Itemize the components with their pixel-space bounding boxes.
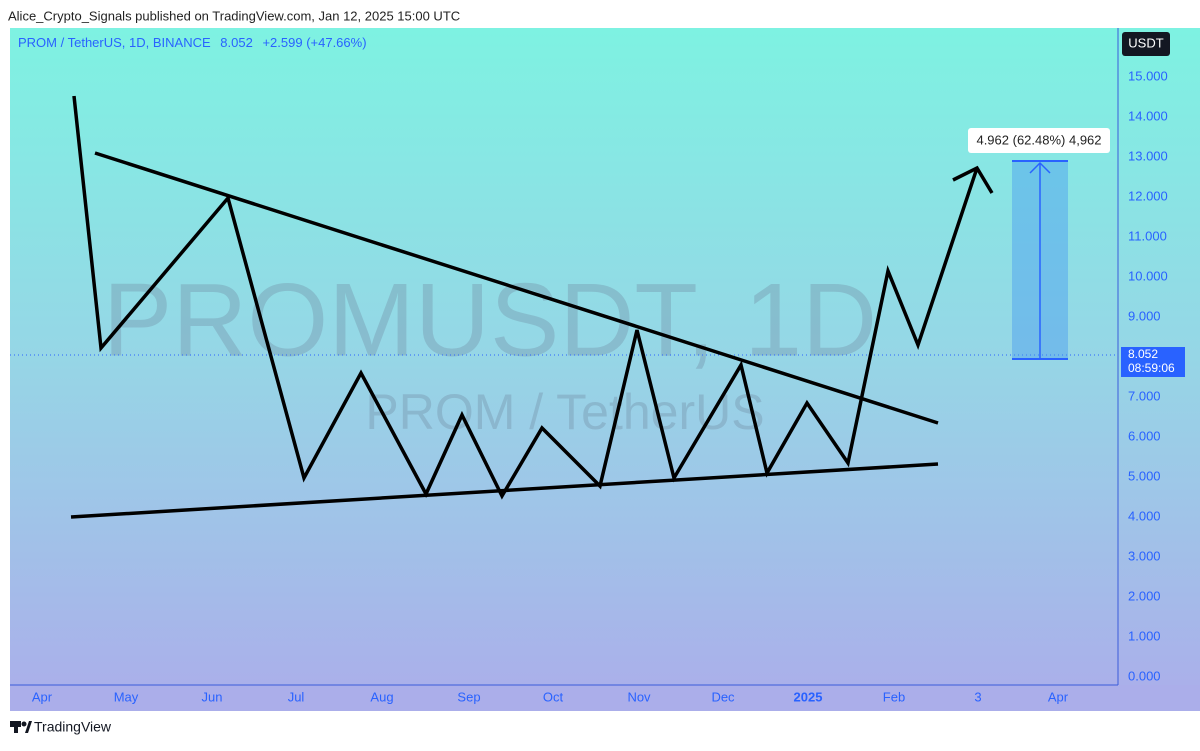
time-axis-bg: [10, 685, 1200, 711]
measure-label: 4.962 (62.48%) 4,962: [976, 132, 1101, 147]
footer-brand: TradingView: [34, 719, 112, 735]
time-tick-label: Sep: [457, 689, 480, 704]
time-tick-label: Jul: [288, 689, 305, 704]
trendline-upper: [94, 151, 939, 425]
watermark-sub: PROM / TetherUS: [365, 384, 764, 440]
publish-line: Alice_Crypto_Signals published on Tradin…: [8, 8, 460, 23]
watermark: PROMUSDT, 1D: [103, 262, 877, 378]
countdown: 08:59:06: [1128, 361, 1175, 375]
price-tick-label: 3.000: [1128, 548, 1161, 563]
time-tick-label: Dec: [711, 689, 735, 704]
legend: PROM / TetherUS, 1D, BINANCE 8.052 +2.59…: [18, 35, 367, 50]
currency-box: [1122, 32, 1170, 56]
measure-arrow-head: [1029, 161, 1051, 174]
price-tick-label: 14.000: [1128, 108, 1168, 123]
tradingview-logo: [10, 721, 32, 733]
legend-change: +2.599 (+47.66%): [262, 35, 366, 50]
price-tick-label: 11.000: [1128, 228, 1167, 243]
drawings: [70, 95, 994, 519]
time-tick-label: 3: [974, 689, 981, 704]
time-tick-label: Apr: [32, 689, 53, 704]
price-tick-label: 12.000: [1128, 188, 1168, 203]
time-tick-label: Nov: [627, 689, 651, 704]
last-price: 8.052: [1128, 347, 1158, 361]
price-tick-label: 0.000: [1128, 668, 1161, 683]
arrow-head: [952, 165, 994, 194]
time-axis: Apr May Jun Jul Aug Sep Oct Nov Dec 2025 Feb 3 Apr: [32, 689, 1069, 704]
time-tick-label: Aug: [370, 689, 393, 704]
time-tick-label: Jun: [202, 689, 223, 704]
price-tick-label: 9.000: [1128, 308, 1161, 323]
currency: USDT: [1128, 35, 1163, 50]
price-axis: 15.000 14.000 13.000 12.000 11.000 10.000 9.00…: [1128, 68, 1168, 683]
price-tick-label: 7.000: [1128, 388, 1161, 403]
price-tick-label: 5.000: [1128, 468, 1161, 483]
price-tick-label: 6.000: [1128, 428, 1161, 443]
time-tick-label: Feb: [883, 689, 905, 704]
legend-price: 8.052: [220, 35, 253, 50]
time-tick-label: May: [114, 689, 139, 704]
measure-label-box: [968, 128, 1110, 153]
zigzag-path: [72, 95, 979, 500]
price-tick-label: 1.000: [1128, 628, 1161, 643]
time-tick-label: Oct: [543, 689, 564, 704]
price-tick-label: 4.000: [1128, 508, 1161, 523]
last-price-box: [1121, 347, 1185, 377]
price-tick-label: 15.000: [1128, 68, 1168, 83]
legend-symbol: PROM / TetherUS, 1D, BINANCE: [18, 35, 211, 50]
price-tick-label: 10.000: [1128, 268, 1168, 283]
price-tick-label: 13.000: [1128, 148, 1168, 163]
time-tick-label: 2025: [794, 689, 823, 704]
time-tick-label: Apr: [1048, 689, 1069, 704]
price-tick-label: 2.000: [1128, 588, 1161, 603]
